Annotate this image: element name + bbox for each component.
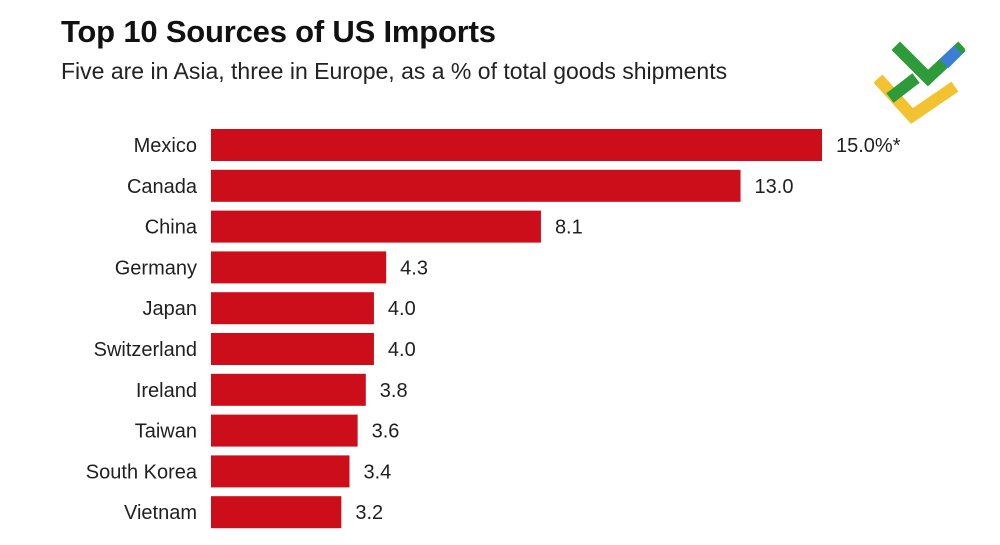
bar-ireland bbox=[211, 373, 366, 406]
category-label-south-korea: South Korea bbox=[86, 461, 198, 483]
value-label-mexico: 15.0%* bbox=[836, 135, 901, 157]
brand-check-logo-icon bbox=[873, 41, 965, 124]
category-label-vietnam: Vietnam bbox=[124, 502, 197, 524]
value-label-vietnam: 3.2 bbox=[355, 502, 383, 524]
value-label-china: 8.1 bbox=[555, 217, 583, 239]
bar-south-korea bbox=[211, 455, 350, 488]
bar-mexico bbox=[211, 129, 822, 161]
bar-japan bbox=[211, 292, 374, 325]
category-label-japan: Japan bbox=[143, 298, 198, 320]
value-label-canada: 13.0 bbox=[755, 176, 794, 198]
bar-taiwan bbox=[211, 414, 358, 447]
category-label-taiwan: Taiwan bbox=[135, 421, 197, 443]
bar-germany bbox=[211, 251, 387, 284]
category-label-germany: Germany bbox=[115, 257, 197, 279]
category-label-china: China bbox=[145, 217, 198, 239]
chart-title: Top 10 Sources of US Imports bbox=[61, 14, 496, 49]
value-label-japan: 4.0 bbox=[388, 298, 416, 320]
category-label-ireland: Ireland bbox=[136, 380, 197, 402]
value-label-switzerland: 4.0 bbox=[388, 339, 416, 361]
value-label-ireland: 3.8 bbox=[380, 380, 408, 402]
value-label-taiwan: 3.6 bbox=[372, 421, 400, 443]
bar-canada bbox=[211, 169, 741, 202]
bar-switzerland bbox=[211, 333, 374, 365]
bars-layer: Mexico 15.0%* Canada 13.0 China 8.1 Germany 4.3… bbox=[86, 129, 901, 529]
category-label-switzerland: Switzerland bbox=[94, 339, 197, 361]
category-label-canada: Canada bbox=[127, 176, 198, 198]
category-label-mexico: Mexico bbox=[134, 135, 197, 157]
value-label-south-korea: 3.4 bbox=[363, 461, 391, 483]
value-label-germany: 4.3 bbox=[400, 257, 428, 279]
bar-china bbox=[211, 210, 541, 243]
bar-vietnam bbox=[211, 496, 342, 529]
chart-subtitle: Five are in Asia, three in Europe, as a … bbox=[61, 58, 728, 84]
